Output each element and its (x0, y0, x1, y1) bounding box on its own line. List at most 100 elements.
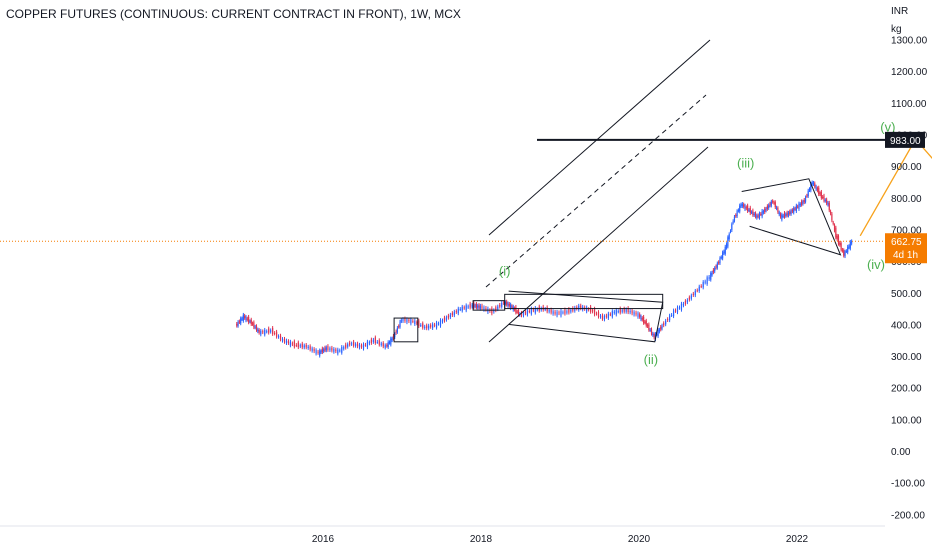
candle-body (324, 347, 326, 351)
candle-body (495, 307, 497, 311)
candle-body (637, 313, 639, 317)
candle-body (251, 323, 254, 325)
y-tick-label: -100.00 (891, 479, 925, 490)
candle-body (244, 315, 246, 318)
candle-body (704, 281, 706, 283)
price-tags: 983.00 662.75 4d 1h (885, 131, 927, 264)
candle-body (327, 346, 329, 350)
candle-body (299, 345, 301, 347)
candle-body (366, 341, 369, 348)
candle-body (428, 325, 430, 329)
candle-body (396, 327, 398, 332)
candle-body (816, 188, 819, 191)
candle-body (360, 345, 363, 347)
candle-body (729, 231, 732, 233)
candle-body (560, 310, 562, 316)
candle-body (422, 323, 424, 328)
candle-body (785, 214, 787, 216)
candle-body (387, 342, 389, 348)
candle-body (811, 182, 813, 185)
candle-body (530, 308, 532, 314)
candle-body (416, 322, 418, 324)
candle-body (739, 205, 741, 212)
candle-body (499, 304, 501, 307)
candle-body (528, 311, 530, 313)
candle-body (432, 324, 434, 329)
candle-body (475, 303, 477, 308)
candle-body (447, 315, 450, 318)
candle-body (670, 314, 673, 316)
candle-body (797, 206, 799, 208)
candle-body (698, 286, 700, 291)
candle-body (840, 243, 842, 250)
candle-body (601, 315, 604, 319)
candle-body (798, 203, 800, 210)
candle-body (747, 205, 749, 212)
candle-body (522, 312, 525, 316)
candle-body (735, 215, 737, 217)
candle-body (319, 350, 321, 356)
candle-body (627, 308, 629, 313)
candle-body (376, 341, 378, 343)
resistance-tag (885, 131, 925, 148)
candle-body (439, 320, 442, 326)
candle-body (249, 321, 251, 323)
candle-body (629, 310, 631, 313)
candle-body (395, 331, 397, 333)
y-axis[interactable]: 1300.001200.001100.001000.00900.00800.00… (891, 36, 928, 522)
candle-body (678, 307, 681, 309)
candle-body (445, 317, 448, 320)
candle-body (737, 210, 740, 212)
candle-body (279, 335, 282, 340)
candle-body (241, 318, 243, 320)
candle-body (754, 213, 757, 217)
candle-body (309, 346, 311, 350)
candle-body (669, 315, 671, 321)
candle-body (690, 295, 692, 299)
candle-body (246, 318, 248, 320)
candle-body (580, 305, 582, 309)
candle-body (516, 311, 518, 313)
candle-body (769, 203, 771, 206)
candle-body (506, 301, 508, 305)
candle-body (406, 319, 408, 323)
candle-body (311, 348, 313, 351)
candle-body (329, 348, 331, 351)
candle-body (807, 190, 809, 197)
candle-body (315, 350, 317, 354)
candle-body (831, 213, 833, 221)
candle-body (320, 351, 322, 353)
candle-body (277, 336, 280, 338)
candle-body (378, 340, 380, 345)
candle-body (558, 312, 560, 314)
candle-body (356, 343, 359, 347)
candle-body (236, 323, 238, 326)
candle-body (793, 208, 795, 213)
candle-body (437, 323, 440, 325)
y-tick-label: 400.00 (891, 320, 922, 331)
candle-body (849, 241, 851, 249)
candle-body (570, 309, 572, 312)
candle-body (388, 342, 391, 344)
candle-body (781, 214, 783, 220)
candle-body (345, 344, 347, 348)
candle-body (394, 334, 396, 338)
candle-body (303, 345, 305, 348)
candle-body (819, 193, 821, 195)
candle-body (474, 305, 476, 307)
x-axis[interactable]: 2016201820202022202420262028203 (0, 525, 932, 545)
candle-body (293, 341, 295, 347)
candle-body (337, 349, 339, 354)
y-tick-label: 1300.00 (891, 36, 928, 47)
y-tick-label: 500.00 (891, 289, 922, 300)
candle-body (812, 182, 815, 185)
candle-body (268, 328, 270, 333)
candle-body (820, 191, 822, 198)
candle-body (631, 310, 633, 314)
candle-body (467, 306, 469, 308)
candle-body (761, 210, 763, 217)
projection-line (859, 138, 932, 237)
candle-body (641, 318, 643, 320)
candle-body (372, 339, 374, 342)
